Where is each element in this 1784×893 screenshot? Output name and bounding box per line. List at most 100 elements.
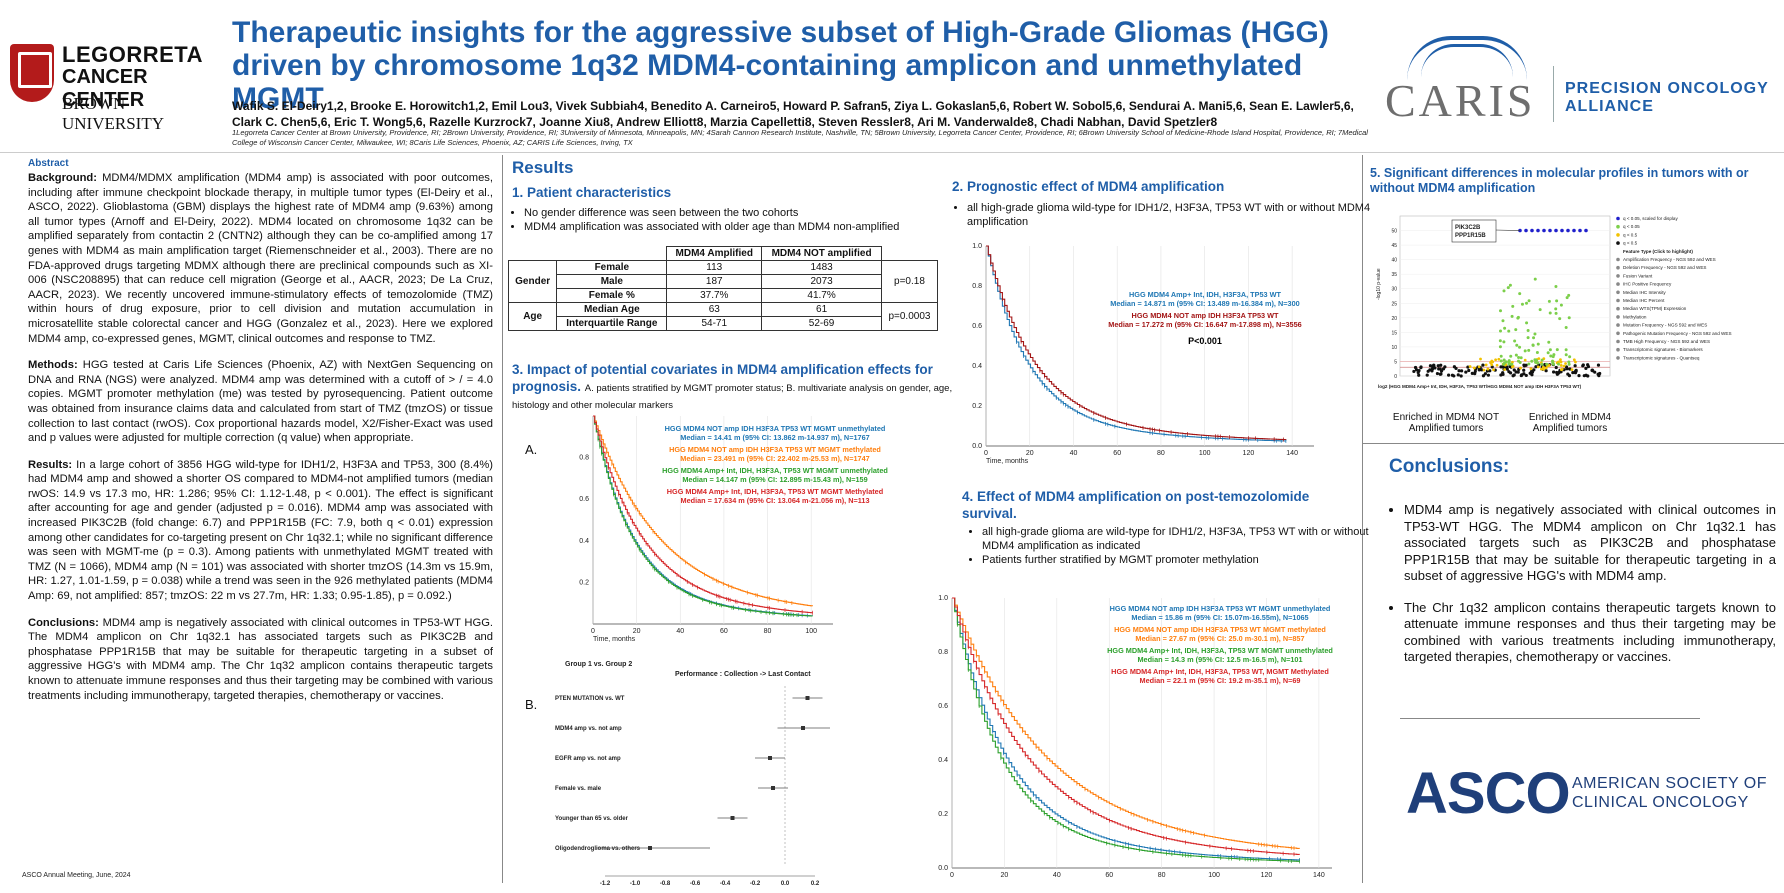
caris-tagline-2: ALLIANCE [1565, 98, 1654, 115]
volcano-point [1567, 362, 1571, 366]
legend-entry: q < 0.05 [1623, 224, 1640, 229]
cell: 61 [761, 302, 882, 317]
volcano-point [1542, 228, 1546, 233]
volcano-point [1582, 374, 1586, 378]
forest-row-label: MDM4 amp vs. not amp [555, 726, 622, 732]
asco-line2: CLINICAL ONCOLOGY [1572, 794, 1749, 811]
forest-subtitle: Performance : Collection -> Last Contact [675, 671, 811, 678]
cell: 37.7% [666, 288, 763, 303]
km-series-line [593, 415, 813, 614]
fig3b-label: B. [525, 697, 538, 712]
gender-label: Gender [507, 260, 558, 303]
volcano-point [1499, 359, 1503, 363]
legend-entry: Transcriptomic signatures - Biomarkers [1623, 347, 1703, 352]
volcano-point [1534, 358, 1538, 362]
section4-bullets: all high-grade glioma are wild-type for … [966, 525, 1372, 567]
legend-entry: Median IHC Intensity [1623, 290, 1666, 295]
volcano-point [1520, 373, 1524, 377]
volcano-point [1567, 360, 1571, 364]
volcano-y-tick: 10 [1391, 345, 1397, 351]
volcano-y-tick: 30 [1391, 287, 1397, 293]
volcano-point [1473, 372, 1477, 376]
volcano-point [1536, 228, 1540, 233]
volcano-point [1489, 361, 1492, 364]
volcano-point [1523, 349, 1527, 353]
volcano-point [1483, 372, 1487, 376]
volcano-point [1504, 360, 1508, 364]
volcano-point [1519, 366, 1522, 370]
abstract-conclusions: Conclusions: MDM4 amp is negatively asso… [28, 616, 494, 702]
volcano-point [1534, 365, 1538, 369]
volcano-point [1510, 314, 1514, 318]
col-header: MDM4 NOT amplified [761, 246, 882, 261]
legend-entry: Methylation [1623, 314, 1647, 319]
volcano-point [1574, 368, 1578, 372]
volcano-point [1557, 360, 1560, 364]
forest-point [768, 756, 772, 760]
volcano-point [1547, 299, 1551, 303]
y-tick-label: 0.6 [579, 496, 589, 503]
volcano-point [1502, 358, 1506, 362]
col-header: MDM4 Amplified [666, 246, 763, 261]
forest-point [805, 696, 810, 700]
volcano-point [1535, 351, 1539, 355]
volcano-point [1518, 292, 1522, 296]
volcano-point [1486, 373, 1490, 377]
km-legend-median: Median = 22.1 m (95% CI: 19.2 m-35.1 m),… [1139, 676, 1301, 685]
x-tick-label: 100 [805, 628, 817, 635]
volcano-point [1530, 359, 1534, 363]
volcano-point [1536, 361, 1540, 365]
volcano-point [1416, 370, 1420, 375]
section3-note: A. patients stratified by MGMT promoter … [512, 383, 953, 411]
volcano-point [1477, 365, 1481, 369]
km-curve-fig3a: 0 20 40 60 80 100 0.2 0.4 0.6 0.8 Time, months [579, 415, 833, 643]
volcano-point [1517, 359, 1521, 363]
volcano-point [1559, 360, 1563, 364]
volcano-point [1439, 363, 1443, 367]
volcano-point [1495, 363, 1499, 367]
km-legend-entry: HGG MDM4 Amp+ Int, IDH, H3F3A, TP53 WT M… [1107, 646, 1333, 655]
volcano-point [1522, 368, 1526, 372]
volcano-point [1514, 370, 1518, 374]
volcano-point [1530, 228, 1534, 233]
volcano-point [1518, 228, 1522, 233]
legend-entry: TMB High Frequency - NGS 592 and WES [1623, 339, 1710, 344]
asco-wordmark: ASCO [1406, 761, 1571, 826]
volcano-point [1498, 329, 1502, 333]
km-legend-entry: HGG MDM4 Amp+ Int, IDH, H3F3A, TP53 WT M… [662, 466, 888, 475]
volcano-point [1523, 358, 1527, 362]
cell: 2073 [761, 274, 882, 289]
volcano-point [1532, 336, 1536, 340]
meeting-footnote: ASCO Annual Meeting, June, 2024 [22, 872, 131, 879]
table-row: Age Median Age 63 61 p=0.0003 [507, 302, 939, 331]
volcano-point [1456, 373, 1460, 377]
x-tick-label: 80 [1157, 450, 1165, 457]
volcano-y-tick: 35 [1391, 272, 1397, 278]
brown-shield-icon [10, 44, 54, 102]
volcano-point [1480, 368, 1484, 372]
x-axis-label: Time, months [986, 458, 1029, 465]
cell: 113 [666, 260, 763, 275]
volcano-point [1525, 321, 1529, 325]
x-tick-label: 60 [1105, 872, 1113, 879]
km-series-line [952, 597, 1300, 849]
volcano-point [1581, 363, 1585, 367]
legend-entry: Median IHC Percent [1623, 298, 1665, 303]
volcano-point [1555, 348, 1559, 352]
x-tick-label: 20 [633, 628, 641, 635]
age-label: Age [507, 302, 558, 331]
y-tick-label: 1.0 [972, 243, 982, 250]
callout-box [1451, 219, 1497, 243]
table-row: Gender Female 113 1483 p=0.18 [507, 260, 939, 303]
volcano-point [1460, 369, 1464, 373]
table-row: Male 187 2073 [509, 274, 938, 289]
volcano-point [1551, 355, 1555, 359]
y-tick-label: 0.6 [972, 323, 982, 330]
volcano-point [1554, 365, 1558, 370]
volcano-point [1439, 372, 1443, 376]
cell: 63 [666, 302, 763, 317]
caris-separator [1553, 66, 1554, 122]
y-tick-label: 0.4 [972, 363, 982, 370]
legend-marker [1616, 233, 1620, 237]
volcano-point [1468, 365, 1472, 368]
